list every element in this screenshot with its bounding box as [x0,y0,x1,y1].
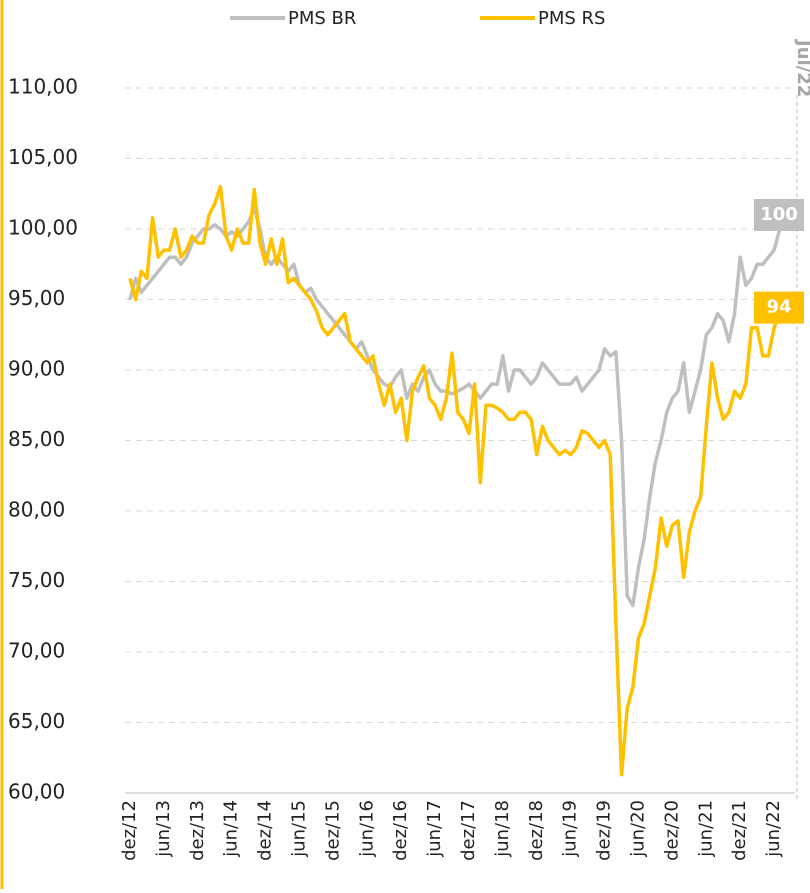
x-tick-label: jun/19 [560,800,581,858]
y-tick-label: 110,00 [8,75,78,99]
y-tick-label: 75,00 [8,568,65,592]
x-tick-label: jun/21 [695,800,716,858]
end-label: 100 [760,204,798,225]
legend-label: PMS RS [538,8,605,29]
x-tick-label: dez/17 [458,800,479,861]
y-tick-label: 80,00 [8,498,65,522]
x-tick-label: dez/19 [594,800,615,861]
x-tick-label: jun/20 [628,800,649,858]
x-tick-label: jun/15 [289,800,310,858]
x-tick-label: dez/15 [322,800,343,861]
x-tick-label: dez/21 [729,800,750,861]
legend-label: PMS BR [288,8,356,29]
end-label-box [754,291,804,324]
x-tick-label: jun/22 [763,800,784,858]
end-label-box [754,199,804,231]
x-tick-label: dez/14 [255,800,276,861]
annotation: Jul/22 [793,38,810,97]
y-tick-label: 70,00 [8,639,65,663]
x-tick-label: dez/18 [526,800,547,861]
x-tick-label: dez/20 [661,800,682,861]
y-tick-label: 85,00 [8,427,65,451]
x-tick-label: dez/12 [119,800,140,861]
y-tick-label: 65,00 [8,709,65,733]
x-tick-label: jun/17 [424,800,445,858]
line-series [128,184,782,777]
x-tick-label: jun/14 [221,800,242,858]
x-tick-label: jun/16 [356,800,377,858]
y-tick-label: 105,00 [8,145,78,169]
x-tick-label: jun/18 [492,800,513,858]
y-tick-label: 100,00 [8,216,78,240]
end-label: 94 [766,297,791,318]
y-tick-label: 95,00 [8,286,65,310]
x-tick-label: dez/16 [390,800,411,861]
x-tick-label: dez/13 [187,800,208,861]
y-tick-label: 90,00 [8,357,65,381]
x-tick-label: jun/13 [153,800,174,858]
y-tick-label: 60,00 [8,780,65,804]
